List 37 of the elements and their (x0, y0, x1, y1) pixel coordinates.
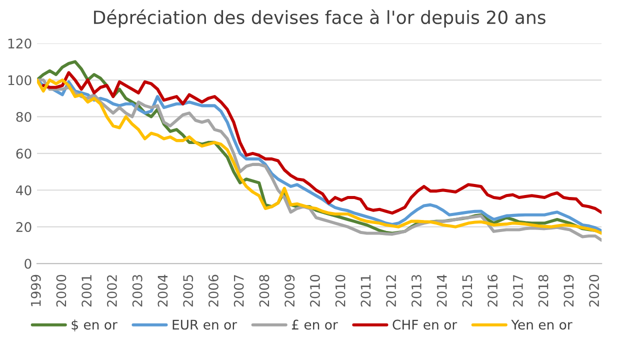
x-tick-label: 2009 (284, 274, 295, 307)
y-tick-label: 60 (16, 148, 32, 159)
x-tick-label: 2010 (335, 274, 346, 307)
x-tick-label: 2010 (310, 274, 320, 307)
legend-label: Yen en or (511, 320, 572, 330)
x-tick-label: 1999 (30, 274, 41, 306)
x-tick-label: 2000 (56, 274, 66, 307)
x-tick-label: 2003 (132, 275, 142, 307)
x-tick-label: 2008 (259, 274, 270, 307)
x-tick-label: 2011 (360, 275, 371, 307)
x-tick-label: 2020 (589, 274, 600, 307)
x-tick-label: 2004 (158, 274, 168, 307)
x-tick-label: 2016 (488, 274, 498, 307)
x-tick-label: 2012 (386, 275, 396, 307)
x-tick-label: 2017 (512, 275, 523, 307)
x-tick-label: 2013 (411, 275, 422, 307)
x-tick-label: 2019 (564, 274, 574, 307)
x-tick-label: 2007 (234, 275, 244, 307)
legend-label: £ en or (292, 320, 338, 330)
x-tick-label: 2014 (436, 274, 447, 307)
x-tick-label: 2002 (106, 275, 117, 307)
x-tick-label: 2018 (538, 274, 548, 307)
x-tick-label: 2001 (82, 275, 92, 307)
x-tick-label: 2015 (462, 275, 472, 307)
y-tick-label: 80 (16, 112, 32, 122)
y-tick-label: 120 (8, 38, 32, 49)
legend-label: CHF en or (392, 320, 458, 330)
y-tick-label: 100 (8, 75, 32, 86)
x-tick-label: 2005 (183, 275, 194, 307)
y-tick-label: 20 (16, 222, 32, 232)
y-tick-label: 0 (24, 258, 32, 269)
legend-label: $ en or (72, 319, 118, 332)
line-series (42, 71, 602, 215)
y-tick-label: 40 (16, 185, 32, 196)
chart-title: Dépréciation des devises face à l'or depuis 20 ans (94, 9, 546, 28)
legend-label: EUR en or (172, 320, 238, 330)
x-tick-label: 2006 (208, 274, 218, 307)
